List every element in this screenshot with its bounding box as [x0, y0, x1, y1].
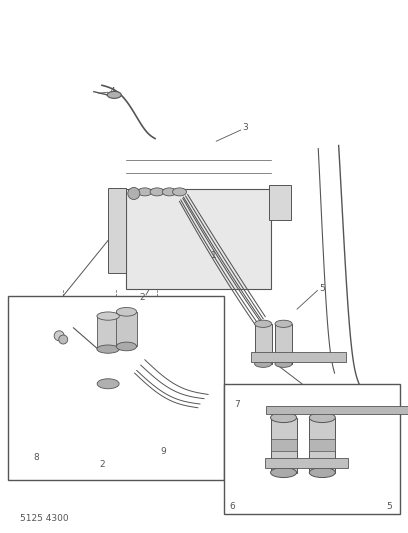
Text: 8: 8 [34, 453, 40, 462]
Bar [265, 458, 348, 468]
Bar [309, 417, 335, 473]
Bar [271, 417, 297, 473]
Bar [109, 188, 126, 272]
Text: 4: 4 [109, 87, 115, 96]
Circle shape [279, 461, 288, 469]
Ellipse shape [173, 188, 186, 196]
Ellipse shape [116, 342, 137, 351]
Text: 5125 4300: 5125 4300 [20, 514, 69, 523]
Bar [251, 352, 346, 362]
Ellipse shape [255, 320, 272, 327]
Bar [255, 324, 272, 364]
Bar [309, 439, 335, 451]
Ellipse shape [255, 360, 272, 367]
Ellipse shape [97, 312, 119, 320]
Circle shape [128, 188, 140, 199]
Text: 2: 2 [139, 293, 145, 302]
Text: 5: 5 [387, 502, 392, 511]
Ellipse shape [275, 320, 292, 327]
Ellipse shape [271, 467, 297, 478]
Bar [8, 296, 224, 480]
Circle shape [318, 461, 326, 469]
Text: 1: 1 [211, 252, 217, 260]
Bar [97, 316, 119, 349]
Bar [271, 439, 297, 451]
Bar [116, 312, 137, 346]
Text: 9: 9 [160, 448, 166, 456]
Ellipse shape [309, 413, 335, 423]
Bar [224, 384, 400, 514]
Ellipse shape [162, 188, 176, 196]
Ellipse shape [97, 345, 119, 353]
Text: 3: 3 [242, 124, 248, 132]
Bar [275, 324, 292, 364]
Ellipse shape [107, 91, 121, 99]
Ellipse shape [309, 467, 335, 478]
Ellipse shape [97, 379, 119, 389]
Text: 5: 5 [319, 285, 325, 293]
Ellipse shape [271, 413, 297, 423]
Bar [269, 185, 291, 221]
Text: 7: 7 [234, 400, 239, 408]
Circle shape [59, 335, 68, 344]
Ellipse shape [138, 188, 152, 196]
Ellipse shape [150, 188, 164, 196]
Circle shape [54, 331, 64, 341]
Text: 2: 2 [99, 461, 105, 469]
Ellipse shape [116, 308, 137, 316]
Bar [266, 406, 408, 414]
Ellipse shape [275, 360, 292, 367]
Text: 6: 6 [230, 502, 235, 511]
Bar [126, 189, 271, 289]
